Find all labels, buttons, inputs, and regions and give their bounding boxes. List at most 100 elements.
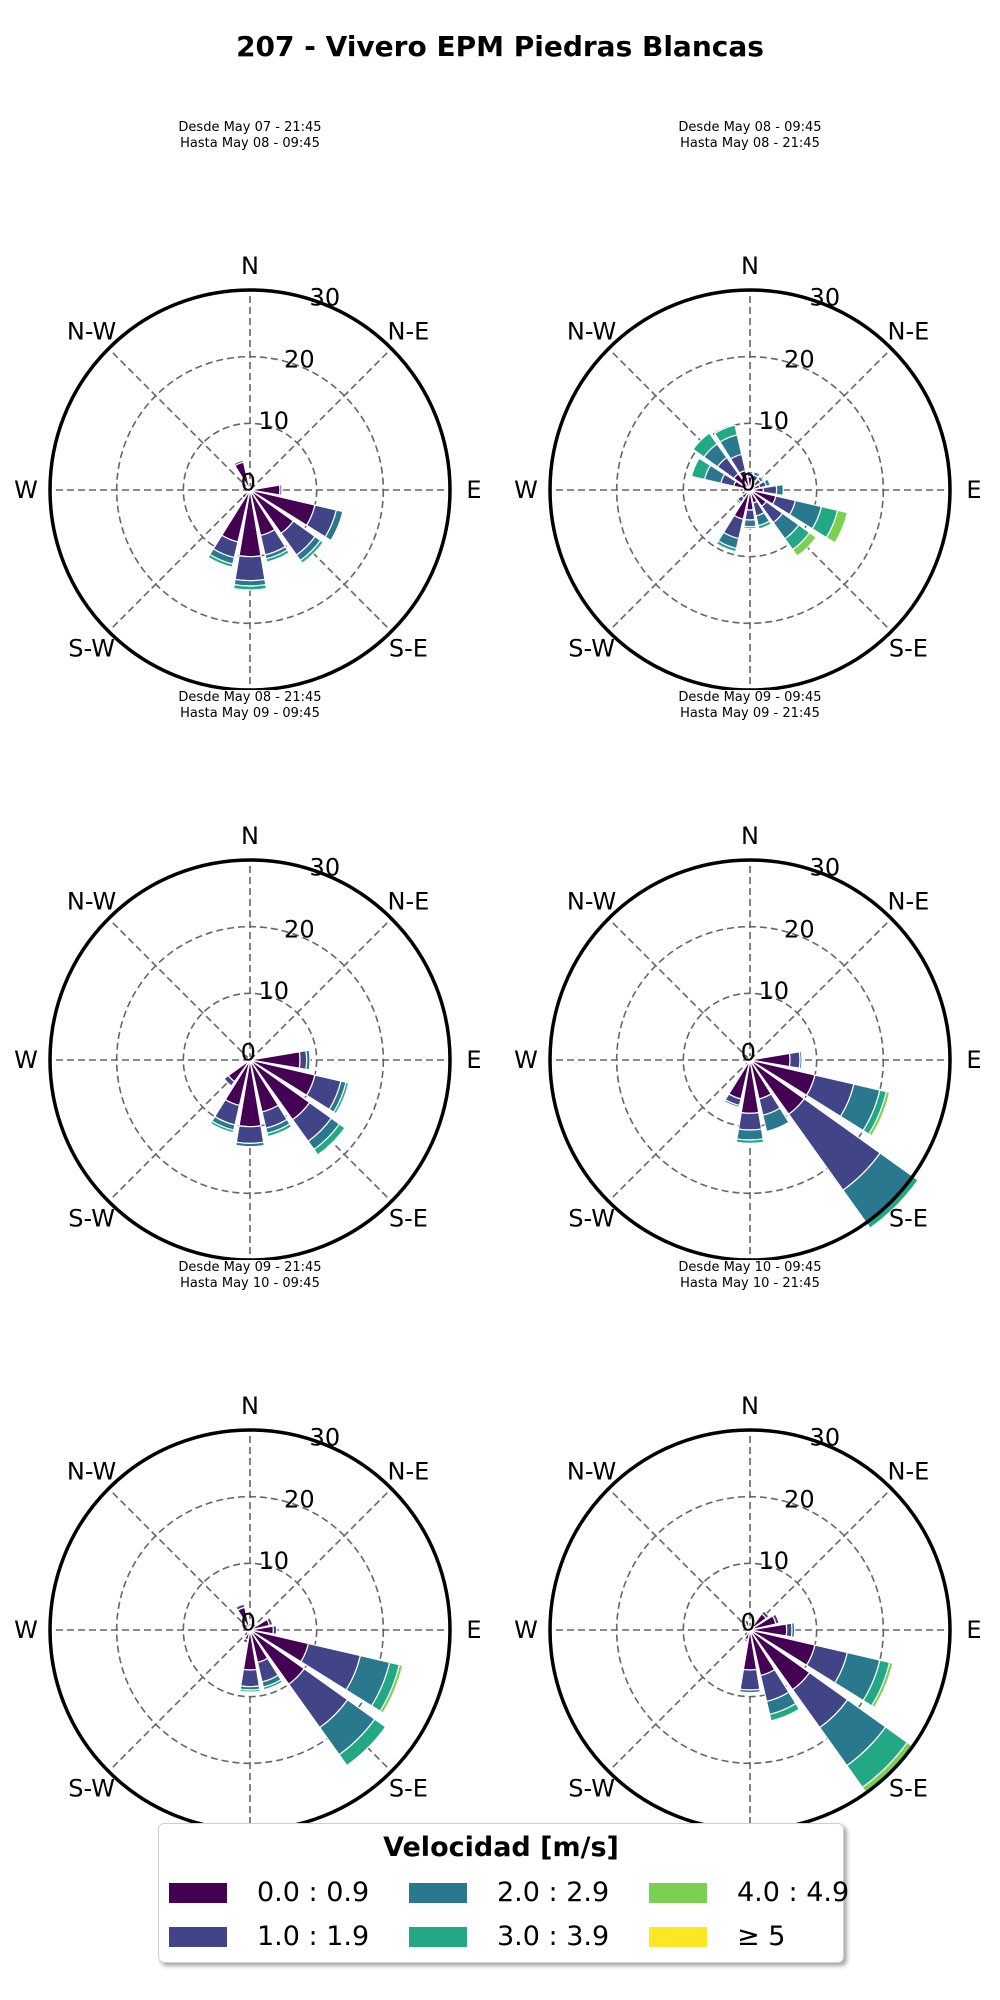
wedge-segment xyxy=(241,489,251,499)
wedge-segment xyxy=(232,459,245,467)
direction-grid-line xyxy=(249,348,392,491)
direction-label: S-E xyxy=(889,1204,928,1232)
windrose-panel: Desde May 07 - 21:45 Hasta May 08 - 09:45… xyxy=(0,120,500,690)
wedge-segment xyxy=(735,498,742,505)
wedge-segment xyxy=(757,520,772,530)
wedge-segment xyxy=(742,1637,749,1643)
wedge-segment xyxy=(788,1051,801,1069)
panel-subtitle-to: Hasta May 09 - 09:45 xyxy=(180,706,320,721)
wedge-segment xyxy=(305,1049,311,1071)
panel-subtitle-to: Hasta May 09 - 21:45 xyxy=(680,706,820,721)
legend-swatch xyxy=(409,1927,467,1947)
direction-label: W xyxy=(514,1616,538,1644)
wedge-segment xyxy=(690,457,712,481)
direction-label: S-E xyxy=(389,634,428,662)
wedge-group xyxy=(209,1049,350,1156)
direction-label: N-W xyxy=(567,318,616,346)
direction-label: N-E xyxy=(388,888,430,916)
wedge-group xyxy=(235,1603,404,1767)
panel-subtitle-from: Desde May 08 - 09:45 xyxy=(678,120,822,135)
wedge-segment xyxy=(736,1128,764,1141)
panel-subtitle: Desde May 08 - 09:45 Hasta May 08 - 21:45 xyxy=(500,120,1000,152)
direction-label: N xyxy=(741,1392,759,1420)
wedge-segment xyxy=(235,1141,265,1148)
direction-label: S-W xyxy=(68,634,115,662)
windrose-panel: Desde May 08 - 21:45 Hasta May 09 - 09:45… xyxy=(0,690,500,1260)
panel-subtitle: Desde May 09 - 09:45 Hasta May 09 - 21:45 xyxy=(500,690,1000,722)
wedge-segment xyxy=(760,1610,770,1620)
direction-grid-line xyxy=(108,1629,251,1772)
radial-tick-label: 30 xyxy=(810,1424,841,1452)
wedge-segment xyxy=(739,1668,761,1691)
wedge-segment xyxy=(299,539,325,565)
wedge-segment xyxy=(791,531,818,558)
wedge-segment xyxy=(715,540,738,553)
direction-label: N xyxy=(741,822,759,850)
wedge-segment xyxy=(240,1668,260,1688)
direction-grid-line xyxy=(608,1629,751,1772)
direction-label: S-E xyxy=(389,1204,428,1232)
direction-grid-line xyxy=(608,1059,751,1202)
wedge-segment xyxy=(775,483,784,497)
direction-grid-line xyxy=(108,918,251,1061)
direction-label: S-E xyxy=(889,634,928,662)
wedge-segment xyxy=(825,509,849,544)
figure-title: 207 - Vivero EPM Piedras Blancas xyxy=(236,30,764,63)
wedge-segment xyxy=(262,1678,284,1691)
direction-label: S-W xyxy=(68,1204,115,1232)
wedge-segment xyxy=(737,1111,763,1131)
windrose-panel: Desde May 08 - 09:45 Hasta May 08 - 21:45… xyxy=(500,120,1000,690)
direction-label: E xyxy=(966,1616,981,1644)
legend-swatch xyxy=(169,1927,227,1947)
direction-label: N-W xyxy=(67,888,116,916)
radial-tick-label: 20 xyxy=(784,345,815,373)
direction-label: N xyxy=(241,1392,259,1420)
wedge-segment xyxy=(742,525,758,530)
radial-tick-label: 10 xyxy=(759,407,790,435)
direction-label: S-E xyxy=(889,1774,928,1802)
direction-label: N-E xyxy=(388,318,430,346)
outer-circle xyxy=(548,858,952,1260)
wedge-segment xyxy=(247,1056,251,1061)
wedge-segment xyxy=(266,1616,274,1627)
radial-tick-label: 0 xyxy=(741,468,756,496)
wedge-segment xyxy=(209,1120,235,1134)
outer-circle xyxy=(48,1428,452,1830)
wedge-segment xyxy=(771,1613,780,1625)
wedge-segment xyxy=(747,1056,751,1061)
wedge-segment xyxy=(798,1050,803,1070)
radial-tick-label: 0 xyxy=(741,1608,756,1636)
direction-label: N-W xyxy=(567,888,616,916)
panel-subtitle: Desde May 08 - 21:45 Hasta May 09 - 09:45 xyxy=(0,690,500,722)
legend-label: ≥ 5 xyxy=(737,1921,786,1952)
wedge-segment xyxy=(739,1688,761,1694)
direction-label: W xyxy=(14,476,38,504)
wedge-segment xyxy=(332,1081,350,1115)
wedge-segment xyxy=(223,1074,236,1087)
wedge-segment xyxy=(692,432,718,458)
legend: Velocidad [m/s] 0.0 : 0.9 2.0 : 2.9 4.0 : … xyxy=(158,1823,849,1963)
direction-label: W xyxy=(514,1046,538,1074)
direction-label: N-E xyxy=(888,1458,930,1486)
direction-label: N-W xyxy=(67,1458,116,1486)
legend-label: 0.0 : 0.9 xyxy=(257,1877,370,1908)
direction-grid-line xyxy=(608,1488,751,1631)
wedge-segment xyxy=(752,471,761,478)
wedge-segment xyxy=(768,1702,801,1722)
outer-circle xyxy=(48,288,452,690)
panel-subtitle-from: Desde May 09 - 21:45 xyxy=(178,1260,322,1275)
wedge-segment xyxy=(265,549,290,563)
direction-grid-line xyxy=(108,1488,251,1631)
radial-tick-label: 0 xyxy=(241,468,256,496)
wedge-segment xyxy=(744,509,756,521)
wedge-segment xyxy=(338,1718,387,1767)
direction-label: S-W xyxy=(568,1204,615,1232)
direction-label: W xyxy=(514,476,538,504)
radial-tick-label: 20 xyxy=(784,1485,815,1513)
direction-label: E xyxy=(466,1046,481,1074)
